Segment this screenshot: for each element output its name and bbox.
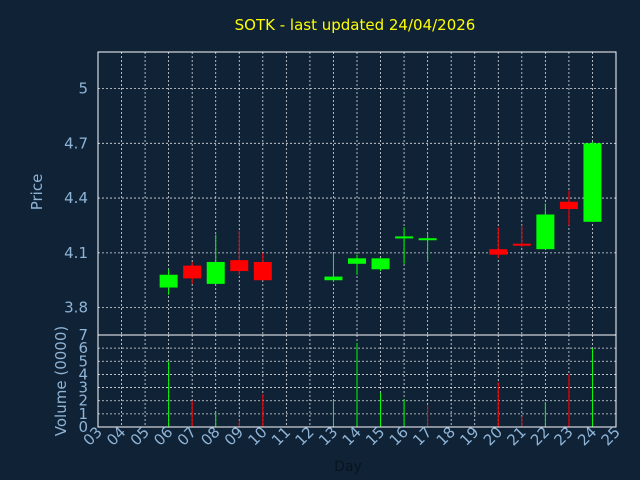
candle-body (348, 258, 366, 264)
volume-y-tick-label: 0 (78, 418, 88, 436)
x-axis-label: Day (334, 459, 362, 475)
volume-y-tick-label: 5 (78, 352, 88, 370)
candle-body (395, 236, 414, 239)
volume-y-tick-label: 4 (78, 365, 88, 383)
volume-y-tick-label: 1 (78, 405, 88, 423)
volume-frame (97, 334, 617, 428)
candle-body (324, 276, 343, 281)
volume-bars (168, 342, 593, 427)
price-y-tick-labels: 3.8 4.1 4.4 4.7 5 (64, 80, 88, 317)
price-y-tick-label: 5 (78, 80, 88, 98)
volume-y-tick-label: 3 (78, 379, 88, 397)
volume-y-tick-label: 6 (78, 339, 88, 357)
price-y-tick-label: 3.8 (64, 299, 88, 317)
volume-y-tick-label: 2 (78, 392, 88, 410)
price-y-tick-label: 4.4 (64, 189, 88, 207)
candle-body (230, 260, 249, 272)
volume-axis-label: Volume (0000) (52, 326, 70, 436)
candle-body (418, 238, 437, 241)
candle-body (583, 143, 602, 222)
candle-body (159, 274, 178, 288)
chart-title: SOTK - last updated 24/04/2026 (235, 16, 476, 34)
candle-body (559, 201, 578, 210)
price-axis-label: Price (28, 174, 46, 211)
x-tick-labels: 0304050607080910111213141516171819202122… (80, 423, 624, 449)
candle-body (512, 243, 531, 246)
price-y-tick-label: 4.7 (64, 134, 88, 152)
candle-body (536, 214, 555, 250)
candle-body (206, 261, 225, 284)
volume-y-tick-label: 7 (78, 326, 88, 344)
candle-body (253, 261, 272, 281)
price-y-tick-label: 4.1 (64, 244, 88, 262)
candle-body (371, 258, 390, 270)
price-grid (98, 52, 616, 335)
candle-body (183, 265, 202, 279)
price-candles (159, 141, 602, 295)
price-panel: 3.8 4.1 4.4 4.7 5 Price (28, 51, 617, 336)
candle-body (489, 249, 508, 255)
